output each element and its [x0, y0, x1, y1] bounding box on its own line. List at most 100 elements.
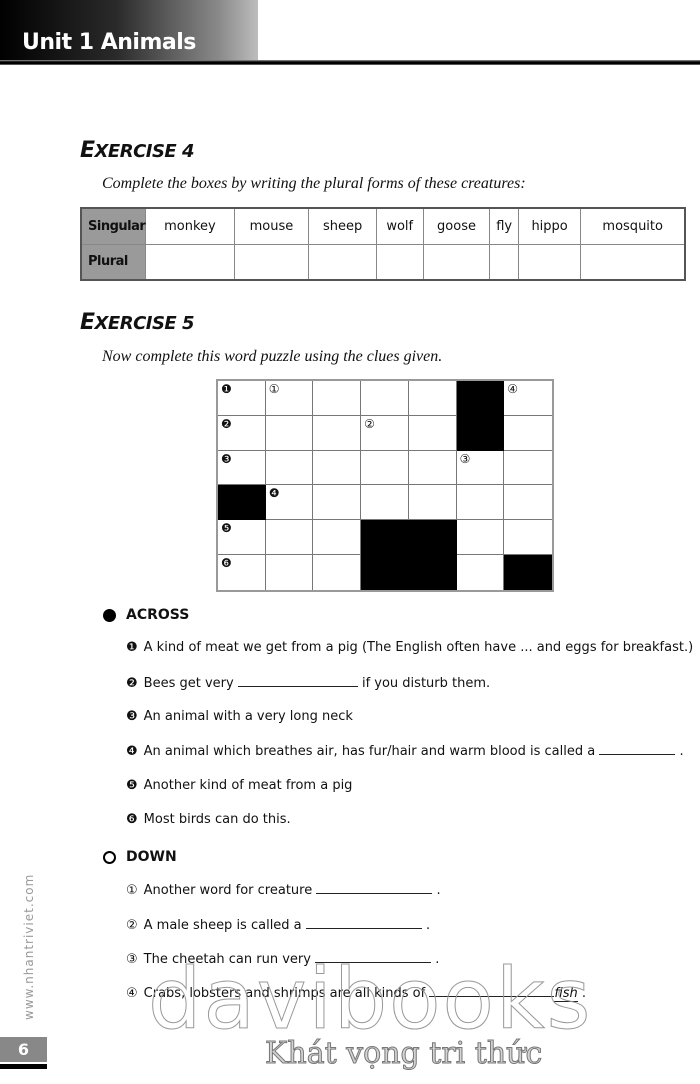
- clue-text: Another kind of meat from a pig: [143, 778, 353, 793]
- answer-blank[interactable]: [316, 882, 433, 894]
- plural-answer-cell[interactable]: [489, 243, 519, 281]
- filled-circle-icon: [103, 608, 116, 622]
- clue-text: An animal with a very long neck: [143, 709, 353, 724]
- crossword-grid: ❶ ① ④ ❷ ② ❸ ③ ❹ ❺ ❻: [216, 379, 554, 592]
- crossword-black-cell: [456, 415, 505, 451]
- clue-marker: ❸: [126, 709, 138, 724]
- singular-row: Singular monkey mouse sheep wolf goose f…: [80, 207, 686, 245]
- crossword-cell[interactable]: [361, 381, 409, 416]
- clue-suffix: .: [425, 918, 431, 933]
- clue-marker: ❹: [126, 744, 138, 759]
- crossword-black-cell: [504, 555, 552, 590]
- across-clue: ❻ Most birds can do this.: [126, 812, 291, 827]
- crossword-cell[interactable]: [313, 485, 362, 521]
- across-clue: ❷ Bees get very if you disturb them.: [126, 675, 490, 691]
- crossword-cell[interactable]: [313, 520, 362, 556]
- crossword-cell[interactable]: [313, 415, 362, 451]
- clue-text: Bees get very: [143, 676, 234, 691]
- crossword-cell[interactable]: ❶: [218, 381, 266, 416]
- down-clue: ② A male sheep is called a .: [126, 917, 430, 933]
- clue-marker: ④: [126, 986, 138, 1001]
- answer-blank[interactable]: [305, 917, 422, 929]
- crossword-cell[interactable]: [313, 555, 362, 590]
- crossword-cell[interactable]: [457, 555, 505, 590]
- clue-marker: ①: [126, 883, 138, 898]
- crossword-cell[interactable]: [265, 415, 314, 451]
- crossword-black-cell: [361, 555, 409, 590]
- plural-answer-cell[interactable]: [580, 243, 686, 281]
- watermark-tagline: Khát vọng tri thức: [264, 1036, 543, 1072]
- word-cell: mosquito: [580, 207, 686, 245]
- crossword-cell[interactable]: ❺: [218, 520, 266, 556]
- word-cell: fly: [489, 207, 519, 245]
- plural-answer-cell[interactable]: [308, 243, 377, 281]
- crossword-cell[interactable]: [313, 450, 362, 486]
- clue-marker: ③: [126, 952, 138, 967]
- crossword-cell[interactable]: [361, 485, 409, 521]
- crossword-cell[interactable]: ❸: [218, 450, 266, 486]
- crossword-cell[interactable]: ❻: [218, 555, 266, 590]
- clue-marker: ❶: [126, 640, 138, 655]
- crossword-cell[interactable]: ❷: [218, 415, 266, 451]
- clue-number: ❶: [221, 382, 232, 396]
- clue-marker: ❷: [126, 676, 138, 691]
- crossword-cell[interactable]: ③: [456, 450, 505, 486]
- crossword-cell[interactable]: [265, 520, 314, 556]
- side-url: www.nhantriviet.com: [22, 873, 36, 1020]
- answer-blank[interactable]: [315, 951, 432, 963]
- crossword-cell[interactable]: ④: [504, 381, 552, 416]
- plural-answer-cell[interactable]: [375, 243, 424, 281]
- exercise-4-title: EXERCISE 4: [80, 138, 195, 163]
- plural-answer-cell[interactable]: [145, 243, 235, 281]
- down-clue: ① Another word for creature .: [126, 882, 441, 898]
- crossword-cell[interactable]: [408, 381, 457, 416]
- plural-answer-cell[interactable]: [422, 243, 491, 281]
- clue-number: ❷: [221, 416, 232, 431]
- crossword-cell[interactable]: [408, 415, 457, 451]
- word-cell: mouse: [233, 207, 310, 245]
- crossword-cell[interactable]: [456, 520, 505, 556]
- open-circle-icon: [103, 850, 116, 864]
- crossword-cell[interactable]: [408, 485, 457, 521]
- crossword-cell[interactable]: [265, 450, 314, 486]
- clue-number: ④: [507, 382, 519, 396]
- crossword-cell[interactable]: ❹: [265, 485, 314, 521]
- clue-text: Most birds can do this.: [143, 812, 291, 827]
- answer-blank[interactable]: [237, 675, 358, 687]
- crossword-cell[interactable]: [408, 450, 457, 486]
- crossword-cell[interactable]: [504, 416, 552, 451]
- exercise-5-title: EXERCISE 5: [80, 310, 195, 335]
- clue-text: The cheetah can run very: [143, 952, 311, 967]
- header-divider: [0, 60, 700, 65]
- plural-answer-cell[interactable]: [517, 243, 582, 281]
- plural-label: Plural: [80, 243, 147, 281]
- clue-text: An animal which breathes air, has fur/ha…: [143, 744, 596, 759]
- clue-text: A male sheep is called a: [143, 918, 302, 933]
- clue-number: ❻: [221, 556, 232, 571]
- answer-blank[interactable]: [429, 985, 555, 997]
- crossword-cell[interactable]: [504, 520, 552, 556]
- plural-answer-cell[interactable]: [233, 243, 310, 281]
- down-heading: DOWN: [103, 849, 177, 865]
- crossword-cell[interactable]: ②: [361, 415, 409, 451]
- crossword-cell[interactable]: [313, 381, 362, 416]
- crossword-cell[interactable]: [361, 450, 409, 486]
- clue-number: ❺: [221, 521, 232, 536]
- across-clue: ❸ An animal with a very long neck: [126, 709, 353, 724]
- down-clue: ③ The cheetah can run very .: [126, 951, 439, 967]
- crossword-cell[interactable]: [266, 555, 314, 590]
- crossword-cell[interactable]: [456, 485, 505, 521]
- plural-table: Singular monkey mouse sheep wolf goose f…: [80, 207, 686, 281]
- clue-suffix: .: [581, 986, 587, 1001]
- clue-number: ❹: [268, 486, 280, 501]
- crossword-cell[interactable]: [504, 451, 552, 486]
- page-number-rule: [0, 1064, 47, 1069]
- answer-blank[interactable]: [599, 743, 676, 755]
- crossword-cell[interactable]: [504, 485, 552, 521]
- clue-number: ①: [268, 382, 280, 396]
- crossword-cell[interactable]: ①: [265, 381, 314, 416]
- clue-suffix: .: [435, 952, 440, 967]
- clue-number: ③: [459, 451, 471, 466]
- word-cell: monkey: [145, 207, 235, 245]
- clue-marker: ❺: [126, 778, 138, 793]
